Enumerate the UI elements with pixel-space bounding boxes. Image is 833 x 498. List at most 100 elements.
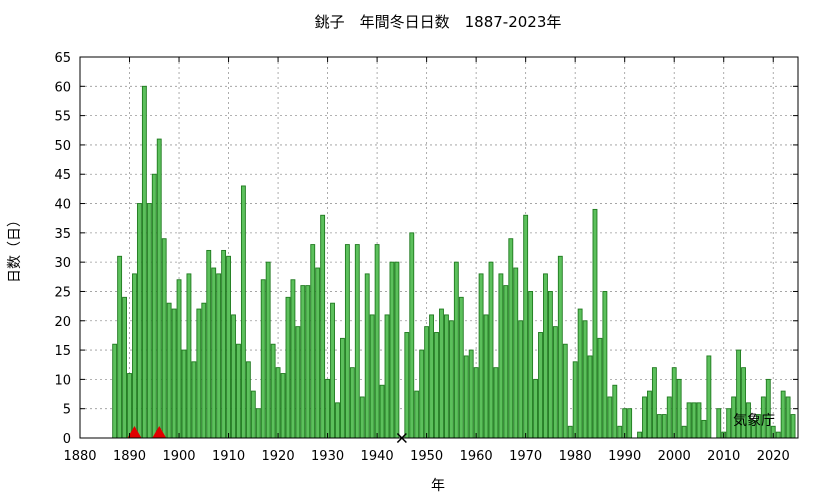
- bar-1997: [656, 414, 662, 439]
- plot-frame: [79, 56, 799, 439]
- bar-2005: [696, 402, 702, 439]
- bar-2002: [681, 425, 687, 439]
- bar-1949: [419, 349, 425, 439]
- bar-1960: [473, 367, 479, 439]
- markers: [127, 426, 407, 444]
- bar-1903: [191, 361, 197, 439]
- bar-2000: [671, 367, 677, 439]
- credit-label: 気象庁: [733, 413, 775, 429]
- bar-1928: [315, 267, 321, 439]
- bar-1935: [349, 367, 355, 439]
- bar-1962: [483, 314, 489, 439]
- x-tick-label: 1890: [113, 449, 146, 464]
- bar-1940: [374, 244, 380, 439]
- bar-1916: [255, 408, 261, 439]
- bar-1919: [270, 343, 276, 439]
- y-tick-label: 5: [63, 403, 71, 418]
- bar-2019: [765, 378, 771, 439]
- bar-1901: [181, 349, 187, 439]
- bar-2007: [706, 355, 712, 439]
- x-tick-label: 1940: [361, 449, 394, 464]
- bar-1898: [166, 302, 172, 439]
- bar-1970: [523, 214, 529, 439]
- x-tick-label: 1920: [262, 449, 295, 464]
- bar-1933: [340, 337, 345, 439]
- bar-1950: [424, 326, 430, 439]
- bar-1975: [547, 291, 553, 439]
- bar-1895: [151, 173, 157, 439]
- bar-1993: [637, 431, 642, 439]
- y-axis-title: 日数（日）: [7, 213, 23, 283]
- bar-1943: [389, 261, 395, 439]
- bar-1891: [132, 273, 137, 439]
- x-tick-label: 1910: [212, 449, 245, 464]
- y-tick-label: 45: [54, 168, 71, 183]
- bar-1912: [236, 343, 241, 439]
- bar-2004: [691, 402, 697, 439]
- bar-1954: [443, 314, 449, 439]
- bar-1915: [250, 390, 256, 439]
- bar-2003: [686, 402, 692, 439]
- bar-1961: [478, 273, 484, 439]
- bar-1957: [458, 296, 464, 439]
- x-tick-label: 1880: [63, 449, 96, 464]
- marker-triangle-1891: [127, 426, 142, 438]
- bar-2024: [790, 414, 796, 439]
- y-tick-label: 30: [54, 256, 71, 271]
- bar-1999: [666, 396, 672, 439]
- bar-2001: [676, 378, 682, 439]
- bar-1966: [503, 285, 509, 439]
- bar-1952: [434, 332, 439, 439]
- bar-1969: [518, 320, 524, 439]
- bar-1956: [453, 261, 459, 439]
- bar-1965: [498, 273, 504, 439]
- y-tick-label: 55: [54, 110, 71, 125]
- bar-1924: [295, 326, 301, 439]
- bar-1911: [231, 314, 236, 439]
- bar-1931: [330, 302, 335, 439]
- bar-1905: [201, 302, 207, 439]
- bar-1893: [141, 85, 147, 439]
- y-tick-label: 0: [63, 432, 71, 447]
- bar-1984: [592, 208, 598, 439]
- y-tick-label: 60: [54, 80, 71, 95]
- bar-1995: [647, 390, 652, 439]
- bar-1917: [260, 279, 266, 439]
- bar-1936: [354, 244, 360, 439]
- bar-1983: [587, 355, 593, 439]
- bar-1927: [310, 244, 316, 439]
- bar-1922: [285, 296, 291, 439]
- bar-1976: [552, 326, 558, 439]
- bar-1914: [245, 361, 251, 439]
- bar-1987: [607, 396, 613, 439]
- bar-1910: [226, 255, 231, 439]
- axis-ticks: 0 5 10 15 20 25 30 35 40 45 50 55 60 65 1880 1890 1900 19…: [54, 51, 798, 464]
- x-tick-label: 2010: [707, 449, 740, 464]
- bar-1894: [146, 203, 152, 439]
- bar-1979: [567, 425, 573, 439]
- bar-1996: [651, 367, 657, 439]
- bar-1982: [582, 320, 588, 439]
- bar-1968: [513, 267, 519, 439]
- bar-2021: [775, 431, 781, 439]
- bar-1925: [300, 285, 306, 439]
- bar-1944: [394, 261, 400, 439]
- bar-1959: [468, 349, 474, 439]
- bar-1897: [161, 238, 167, 439]
- bar-1913: [240, 185, 246, 439]
- bar-1978: [562, 343, 568, 439]
- x-tick-label: 2000: [658, 449, 691, 464]
- bar-1973: [538, 332, 543, 439]
- bar-1964: [493, 367, 499, 439]
- bar-1998: [661, 414, 667, 439]
- y-tick-label: 65: [54, 51, 71, 66]
- bar-1985: [597, 337, 603, 439]
- bar-1951: [429, 314, 435, 439]
- bar-2009: [716, 408, 722, 439]
- bar-1932: [335, 402, 340, 439]
- bar-1989: [617, 425, 623, 439]
- bar-1948: [414, 390, 420, 439]
- bar-1994: [642, 396, 647, 439]
- bar-1988: [612, 384, 618, 439]
